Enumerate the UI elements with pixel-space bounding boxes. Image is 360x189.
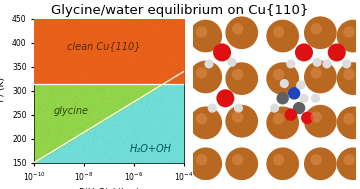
Circle shape bbox=[343, 26, 355, 38]
Text: H₂O+OH: H₂O+OH bbox=[130, 144, 172, 154]
Circle shape bbox=[232, 69, 243, 80]
Circle shape bbox=[273, 113, 284, 125]
X-axis label: P(H₂O) / (bar): P(H₂O) / (bar) bbox=[78, 188, 139, 189]
Circle shape bbox=[208, 104, 217, 113]
Circle shape bbox=[216, 89, 234, 107]
Text: clean Cu{110}: clean Cu{110} bbox=[67, 41, 141, 51]
Circle shape bbox=[196, 154, 207, 165]
Circle shape bbox=[337, 20, 360, 52]
Circle shape bbox=[328, 43, 346, 61]
Circle shape bbox=[311, 67, 322, 79]
Circle shape bbox=[204, 59, 213, 68]
Circle shape bbox=[301, 112, 314, 124]
Y-axis label: T / (K): T / (K) bbox=[0, 77, 6, 104]
Text: Glycine/water equilibrium on Cu{110}: Glycine/water equilibrium on Cu{110} bbox=[51, 4, 309, 17]
Circle shape bbox=[273, 69, 284, 80]
Circle shape bbox=[296, 81, 305, 90]
Circle shape bbox=[225, 105, 258, 138]
Circle shape bbox=[337, 147, 360, 180]
Circle shape bbox=[189, 147, 222, 180]
Circle shape bbox=[234, 104, 243, 113]
Circle shape bbox=[288, 87, 300, 100]
Circle shape bbox=[343, 69, 355, 80]
Circle shape bbox=[312, 58, 322, 67]
Circle shape bbox=[189, 106, 222, 139]
Circle shape bbox=[280, 79, 289, 88]
Circle shape bbox=[304, 16, 337, 49]
Circle shape bbox=[213, 43, 231, 61]
Circle shape bbox=[273, 154, 284, 165]
Circle shape bbox=[189, 20, 222, 52]
Circle shape bbox=[337, 106, 360, 139]
Circle shape bbox=[225, 16, 258, 49]
Circle shape bbox=[232, 111, 243, 123]
Circle shape bbox=[266, 106, 299, 139]
Circle shape bbox=[270, 104, 279, 113]
Circle shape bbox=[196, 67, 207, 79]
Circle shape bbox=[337, 62, 360, 95]
Circle shape bbox=[311, 111, 322, 123]
Circle shape bbox=[266, 147, 299, 180]
Circle shape bbox=[225, 62, 258, 95]
Circle shape bbox=[300, 94, 309, 103]
Circle shape bbox=[273, 26, 284, 38]
Circle shape bbox=[304, 147, 337, 180]
Circle shape bbox=[227, 58, 237, 67]
Circle shape bbox=[232, 154, 243, 165]
Circle shape bbox=[232, 23, 243, 34]
Circle shape bbox=[285, 108, 297, 121]
Circle shape bbox=[276, 92, 289, 105]
Circle shape bbox=[343, 113, 355, 125]
Circle shape bbox=[322, 59, 332, 68]
Circle shape bbox=[196, 113, 207, 125]
Circle shape bbox=[304, 61, 337, 93]
Circle shape bbox=[293, 102, 305, 114]
Circle shape bbox=[196, 26, 207, 38]
Circle shape bbox=[266, 20, 299, 52]
Circle shape bbox=[266, 62, 299, 95]
Circle shape bbox=[311, 23, 322, 34]
Circle shape bbox=[286, 59, 296, 68]
Circle shape bbox=[295, 43, 313, 61]
Circle shape bbox=[311, 94, 320, 103]
Circle shape bbox=[225, 147, 258, 180]
Circle shape bbox=[311, 154, 322, 165]
Circle shape bbox=[304, 105, 337, 138]
Circle shape bbox=[343, 154, 355, 165]
Circle shape bbox=[342, 59, 351, 68]
Circle shape bbox=[189, 61, 222, 93]
Text: glycine: glycine bbox=[54, 106, 89, 116]
